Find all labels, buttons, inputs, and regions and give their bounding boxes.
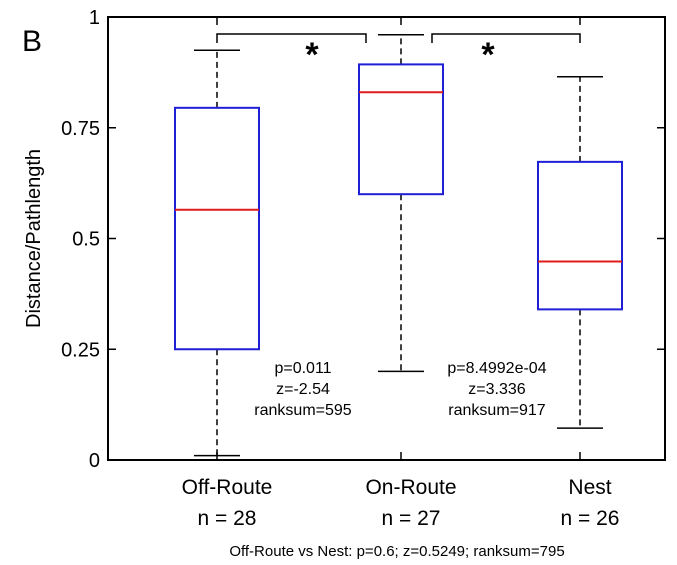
stat-annotation-line: p=8.4992e-04 (447, 360, 546, 377)
footer-statistics: Off-Route vs Nest: p=0.6; z=0.5249; rank… (229, 543, 564, 560)
sample-size-label: n = 26 (561, 507, 620, 530)
category-label: Nest (568, 476, 611, 499)
box-group-nest (537, 76, 623, 429)
y-tick-label: 0 (89, 450, 100, 472)
sample-size-label: n = 28 (198, 507, 257, 530)
category-label: Off-Route (182, 476, 273, 499)
significance-bracket-1: * p=0.011 z=-2.54 ranksum=595 (216, 33, 367, 419)
bracket-line (431, 33, 581, 43)
bracket-line (216, 33, 367, 43)
category-label: On-Route (365, 476, 456, 499)
stat-annotation-line: p=0.011 (274, 360, 331, 377)
significance-star: * (305, 36, 319, 74)
significance-star: * (481, 36, 495, 74)
stat-annotation-line: ranksum=917 (448, 402, 545, 419)
box-group-off-route (174, 49, 260, 457)
y-tick-label: 0.75 (61, 118, 100, 140)
iqr-box (358, 63, 444, 196)
sample-size-label: n = 27 (382, 507, 441, 530)
significance-bracket-2: * p=8.4992e-04 z=3.336 ranksum=917 (431, 33, 581, 419)
y-tick-label: 1 (89, 7, 100, 29)
plot-frame (107, 16, 666, 461)
iqr-box (174, 106, 260, 351)
y-tick-label: 0.5 (72, 229, 100, 251)
iqr-box (537, 160, 623, 311)
stat-annotation-line: ranksum=595 (254, 402, 351, 419)
panel-label: B (22, 25, 42, 58)
y-tick-label: 0.25 (61, 339, 100, 361)
stat-annotation-line: z=-2.54 (276, 381, 330, 398)
box-group-on-route (358, 33, 444, 373)
stat-annotation-line: z=3.336 (468, 381, 525, 398)
y-axis-title: Distance/Pathlength (23, 149, 45, 328)
